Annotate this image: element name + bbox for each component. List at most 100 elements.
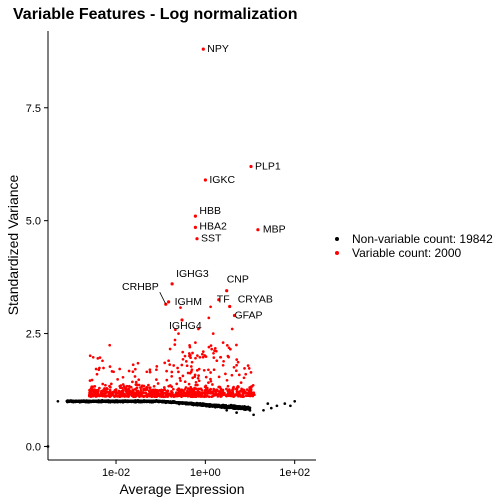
gene-label: HBB xyxy=(199,205,221,217)
variable-point xyxy=(231,390,235,394)
non-variable-point xyxy=(127,400,131,403)
variable-point xyxy=(132,395,135,399)
variable-point xyxy=(207,381,210,384)
gene-label: IGKC xyxy=(209,174,235,186)
variable-point xyxy=(207,395,211,399)
variable-point xyxy=(236,360,240,364)
gene-label: TF xyxy=(217,294,230,306)
variable-point xyxy=(168,363,172,366)
variable-point xyxy=(187,382,191,386)
variable-point xyxy=(110,370,114,373)
labeled-gene-point xyxy=(201,47,205,51)
variable-point xyxy=(226,354,230,358)
legend: Non-variable count: 19842 Variable count… xyxy=(335,232,493,260)
variable-point xyxy=(238,390,241,394)
variable-point xyxy=(143,394,147,398)
variable-point xyxy=(154,392,157,396)
variable-point xyxy=(228,392,232,396)
variable-point xyxy=(96,393,100,397)
non-variable-point xyxy=(115,400,119,403)
non-variable-point xyxy=(244,406,248,410)
variable-point xyxy=(181,357,185,361)
variable-point xyxy=(207,368,210,372)
non-variable-point xyxy=(169,400,172,404)
non-variable-point xyxy=(67,399,70,403)
variable-point xyxy=(150,389,154,393)
variable-point xyxy=(177,388,181,392)
variable-point xyxy=(191,376,195,380)
non-variable-point xyxy=(293,399,297,403)
y-axis-title: Standardized Variance xyxy=(5,174,21,315)
variable-point xyxy=(197,394,201,397)
variable-point xyxy=(250,391,254,395)
variable-point xyxy=(209,387,213,391)
variable-point xyxy=(162,395,165,398)
gene-label: NPY xyxy=(207,43,229,55)
variable-point xyxy=(139,388,143,392)
variable-point xyxy=(157,393,161,397)
variable-point xyxy=(144,391,148,395)
variable-point xyxy=(185,392,188,396)
variable-point xyxy=(158,388,161,392)
variable-point xyxy=(240,387,243,391)
variable-point xyxy=(168,347,172,351)
non-variable-point xyxy=(269,406,273,410)
non-variable-point xyxy=(163,400,167,403)
non-variable-point xyxy=(110,399,114,403)
variable-point xyxy=(131,370,135,374)
variable-point xyxy=(212,351,215,355)
variable-point xyxy=(131,392,134,395)
variable-point xyxy=(186,371,190,375)
variable-point xyxy=(182,393,186,396)
gene-label-connector xyxy=(159,292,167,305)
variable-point xyxy=(205,388,209,392)
non-variable-point xyxy=(226,405,230,409)
variable-point xyxy=(109,385,112,389)
variable-point xyxy=(175,382,179,386)
variable-point xyxy=(192,388,196,392)
non-variable-point xyxy=(180,401,183,405)
variable-point xyxy=(163,388,167,392)
variable-point xyxy=(242,388,245,392)
variable-point xyxy=(204,375,208,379)
variable-point xyxy=(194,387,198,391)
variable-point xyxy=(145,386,149,389)
gene-label: CRHBP xyxy=(122,281,159,293)
variable-point xyxy=(181,350,185,354)
variable-point xyxy=(133,388,137,391)
variable-point xyxy=(212,356,216,359)
variable-point xyxy=(201,355,205,359)
variable-point xyxy=(207,345,211,349)
variable-point xyxy=(212,368,216,372)
x-axis-title: Average Expression xyxy=(119,481,244,497)
non-variable-point xyxy=(153,399,157,403)
non-variable-point xyxy=(108,400,112,403)
variable-point xyxy=(155,378,158,381)
gene-label: HBA2 xyxy=(199,220,227,232)
variable-point xyxy=(156,382,160,385)
variable-point xyxy=(212,392,216,396)
variable-point xyxy=(102,366,105,370)
y-tick-label: 7.5 xyxy=(26,103,41,115)
variable-point xyxy=(191,351,194,355)
variable-point xyxy=(203,394,207,398)
variable-point xyxy=(148,394,152,398)
non-variable-point xyxy=(99,399,102,403)
variable-point xyxy=(134,380,138,384)
non-variable-point xyxy=(94,400,98,404)
variable-point xyxy=(189,395,193,399)
variable-point xyxy=(168,393,172,397)
non-variable-point xyxy=(80,399,83,403)
variable-point xyxy=(184,360,188,363)
variable-point xyxy=(166,389,169,393)
variable-point xyxy=(113,388,117,392)
non-variable-points xyxy=(46,399,297,448)
variable-point xyxy=(188,371,192,375)
variable-point xyxy=(194,390,197,394)
variable-point xyxy=(227,388,231,391)
non-variable-point xyxy=(135,400,139,403)
variable-point xyxy=(235,363,238,367)
non-variable-point xyxy=(283,402,287,405)
variable-point xyxy=(111,392,114,395)
